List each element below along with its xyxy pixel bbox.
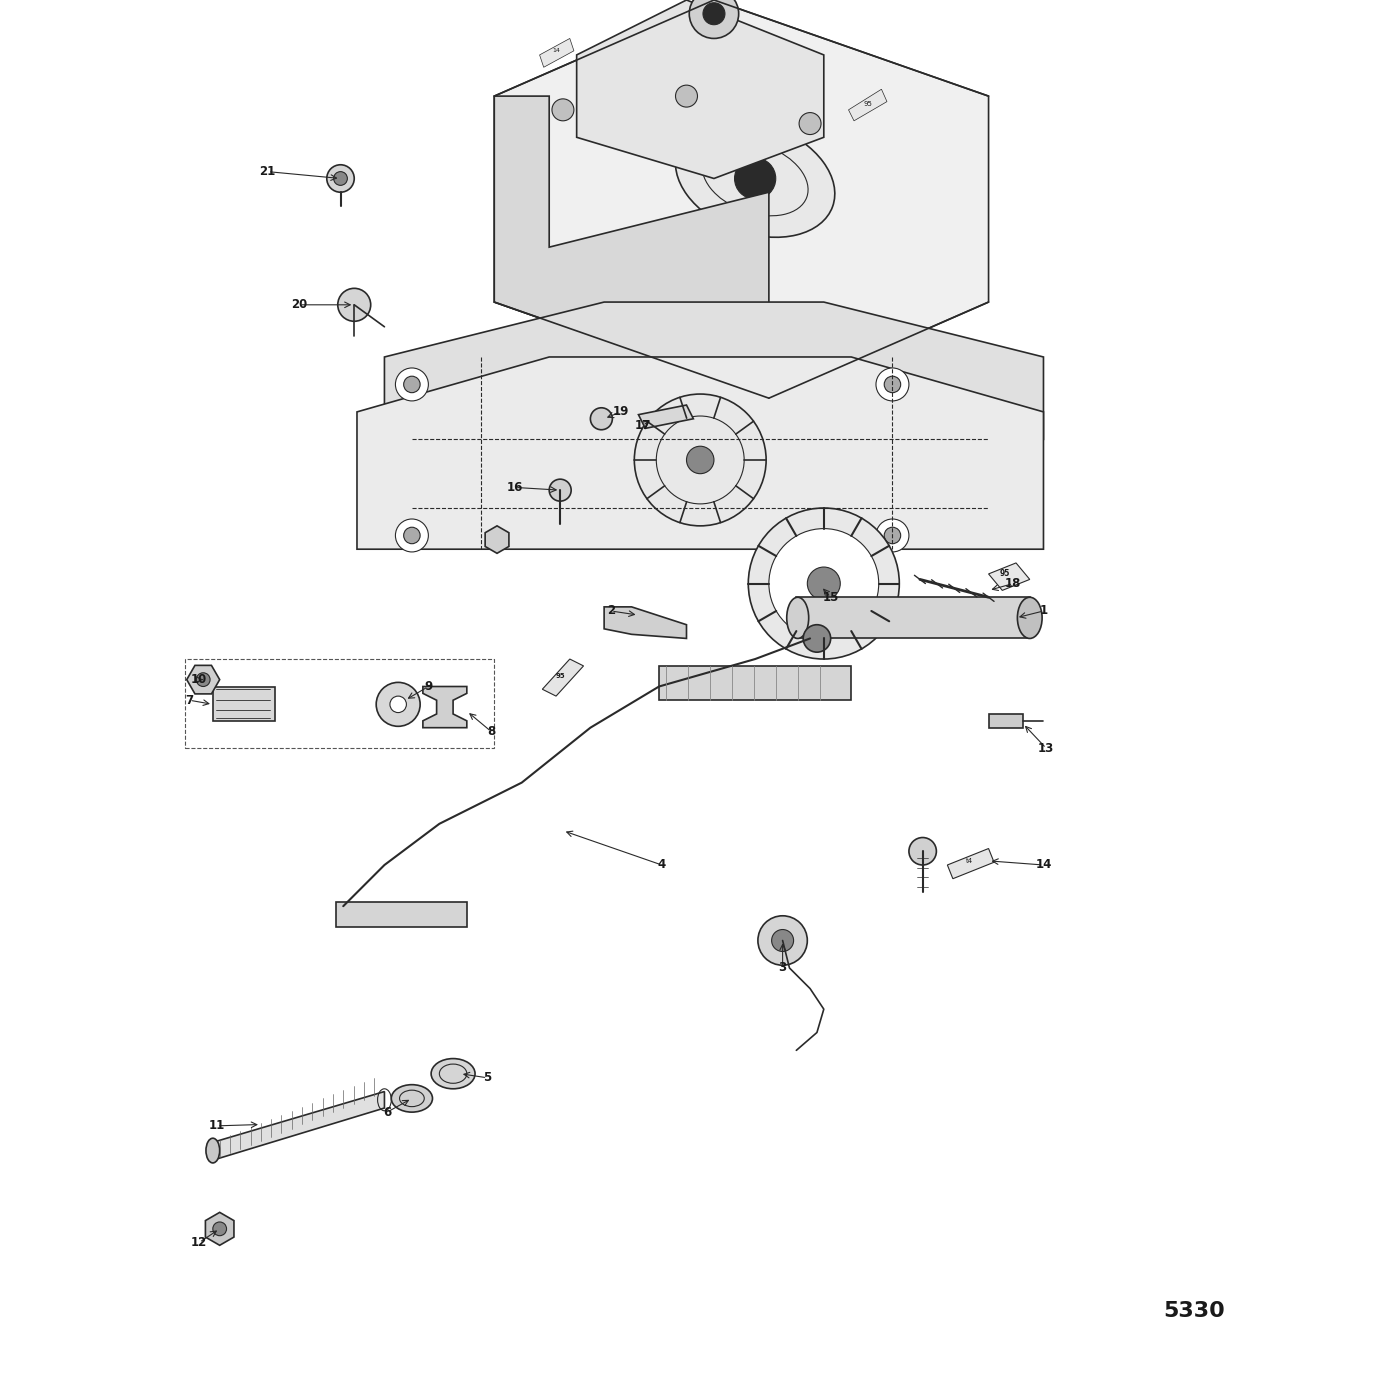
Polygon shape: [989, 714, 1023, 728]
Circle shape: [404, 376, 420, 393]
Polygon shape: [849, 89, 887, 121]
Text: 15: 15: [822, 590, 839, 604]
Bar: [796, 597, 1030, 638]
Circle shape: [876, 368, 909, 401]
Text: 19: 19: [612, 405, 629, 419]
Text: 5330: 5330: [1164, 1302, 1225, 1321]
Ellipse shape: [431, 1059, 475, 1089]
Polygon shape: [989, 563, 1030, 590]
Circle shape: [549, 479, 571, 501]
Circle shape: [590, 408, 612, 430]
Circle shape: [376, 682, 420, 726]
Circle shape: [676, 85, 697, 107]
Polygon shape: [494, 96, 769, 398]
Circle shape: [807, 567, 840, 600]
Text: 5: 5: [483, 1071, 492, 1085]
Circle shape: [686, 446, 714, 474]
Circle shape: [909, 838, 936, 865]
Bar: [336, 902, 467, 927]
Polygon shape: [384, 302, 1043, 439]
Circle shape: [772, 930, 794, 951]
Polygon shape: [638, 405, 693, 428]
Circle shape: [803, 625, 831, 652]
Polygon shape: [947, 849, 994, 879]
Text: 1: 1: [1039, 604, 1048, 618]
Text: 95: 95: [864, 102, 872, 107]
Text: 14: 14: [1035, 858, 1052, 872]
Bar: [659, 666, 851, 700]
Circle shape: [799, 113, 821, 135]
Polygon shape: [213, 1092, 384, 1160]
Text: t4: t4: [965, 858, 973, 864]
Text: 13: 13: [1038, 741, 1054, 755]
Text: 10: 10: [191, 673, 207, 686]
Circle shape: [327, 165, 354, 192]
Circle shape: [395, 519, 428, 552]
Circle shape: [634, 394, 766, 526]
Text: 6: 6: [383, 1105, 391, 1119]
Circle shape: [404, 527, 420, 544]
Ellipse shape: [206, 1138, 220, 1163]
Ellipse shape: [391, 1085, 432, 1112]
Circle shape: [769, 529, 879, 638]
Text: 12: 12: [191, 1236, 207, 1249]
Text: 17: 17: [634, 419, 651, 432]
Text: 3: 3: [778, 961, 787, 975]
Text: 7: 7: [185, 693, 194, 707]
Polygon shape: [213, 686, 275, 721]
Text: 16: 16: [507, 481, 523, 494]
Polygon shape: [494, 0, 989, 398]
Polygon shape: [604, 607, 686, 638]
Bar: [185, 659, 494, 748]
Text: 18: 18: [1005, 577, 1022, 590]
Circle shape: [390, 696, 406, 713]
Circle shape: [334, 172, 347, 185]
Text: 21: 21: [259, 165, 276, 178]
Polygon shape: [542, 659, 584, 696]
Circle shape: [884, 527, 901, 544]
Circle shape: [735, 158, 776, 199]
Polygon shape: [423, 686, 467, 728]
Circle shape: [703, 3, 725, 25]
Polygon shape: [206, 1212, 233, 1245]
Polygon shape: [485, 526, 509, 553]
Text: 8: 8: [487, 725, 496, 739]
Text: 20: 20: [291, 298, 308, 312]
Ellipse shape: [1017, 597, 1042, 638]
Polygon shape: [577, 0, 824, 178]
Text: 4: 4: [658, 858, 666, 872]
Polygon shape: [357, 357, 1043, 549]
Text: 95: 95: [1000, 570, 1011, 578]
Ellipse shape: [676, 119, 835, 238]
Ellipse shape: [787, 597, 809, 638]
Text: 9: 9: [424, 680, 432, 693]
Circle shape: [213, 1222, 227, 1236]
Text: 14: 14: [552, 48, 560, 54]
Text: 11: 11: [209, 1119, 225, 1133]
Circle shape: [758, 916, 807, 965]
Circle shape: [689, 0, 739, 38]
Circle shape: [884, 376, 901, 393]
Polygon shape: [187, 666, 220, 693]
Circle shape: [552, 99, 574, 121]
Text: 2: 2: [607, 604, 615, 618]
Polygon shape: [540, 38, 574, 67]
Circle shape: [395, 368, 428, 401]
Circle shape: [748, 508, 899, 659]
Text: 95: 95: [555, 673, 566, 678]
Circle shape: [876, 519, 909, 552]
Circle shape: [338, 288, 371, 321]
Circle shape: [196, 673, 210, 686]
